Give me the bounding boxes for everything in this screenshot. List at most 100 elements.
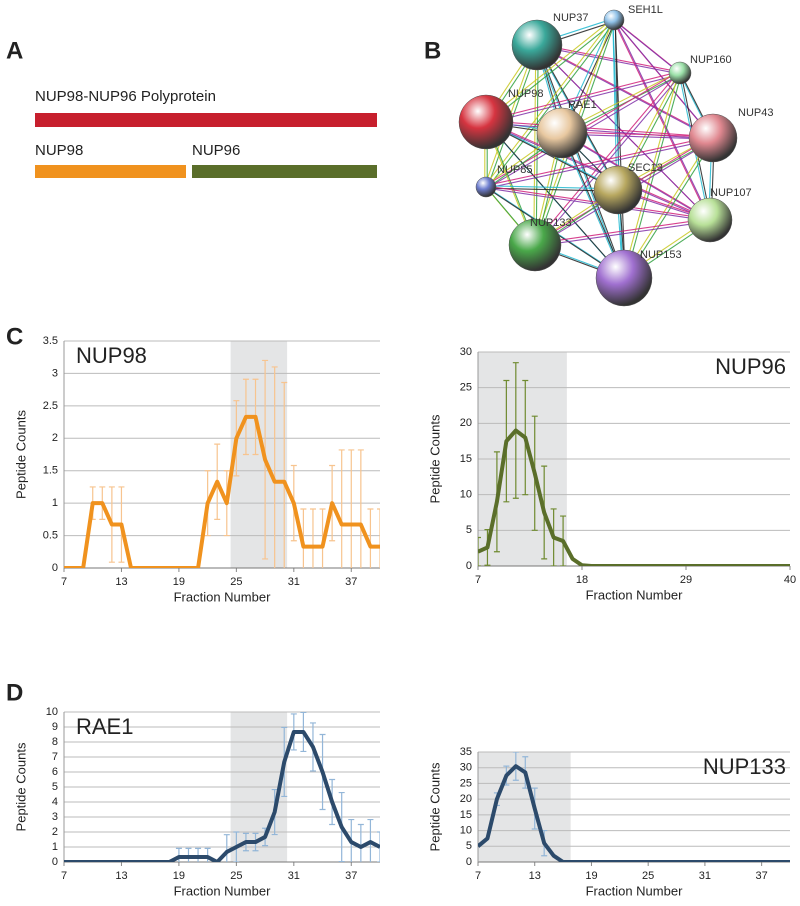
plot-area (64, 712, 380, 862)
y-tick-label: 15 (460, 809, 472, 821)
network-edge (614, 20, 682, 75)
x-tick-label: 18 (576, 574, 588, 586)
x-axis-label: Fraction Number (174, 883, 271, 898)
chart-title: NUP96 (715, 354, 786, 379)
y-tick-label: 5 (466, 840, 472, 852)
y-tick-label: 25 (460, 777, 472, 789)
y-tick-label: 6 (52, 766, 58, 778)
network-edge (624, 74, 682, 280)
y-tick-label: 3.5 (43, 335, 58, 347)
network-edge (484, 120, 710, 220)
y-axis-label: Peptide Counts (427, 414, 442, 503)
panel-label: C (6, 323, 23, 350)
data-line (478, 764, 790, 862)
network-edge (486, 20, 616, 189)
network-edge (535, 46, 539, 247)
x-tick-label: 31 (288, 576, 300, 588)
x-tick-label: 19 (173, 576, 185, 588)
node-label: NUP160 (690, 54, 732, 66)
y-tick-label: 2 (52, 432, 58, 444)
x-tick-label: 7 (61, 576, 67, 588)
network-edge (486, 122, 712, 222)
error-bar (377, 508, 380, 568)
x-axis-label: Fraction Number (586, 883, 683, 898)
network-edge (533, 71, 680, 245)
y-tick-label: 2.5 (43, 400, 58, 412)
x-tick-label: 37 (756, 870, 768, 882)
y-tick-label: 5 (466, 524, 472, 536)
node-label: NUP43 (738, 107, 773, 119)
x-tick-label: 7 (61, 870, 67, 882)
error-bar (478, 536, 481, 566)
shaded-region (478, 752, 571, 862)
x-tick-label: 37 (345, 576, 357, 588)
network-edge (484, 120, 712, 138)
network-edge (537, 45, 715, 140)
x-tick-label: 25 (642, 870, 654, 882)
y-tick-label: 3 (52, 367, 58, 379)
network-edge (535, 43, 713, 138)
panel-label: A (6, 37, 23, 64)
network-node (668, 61, 692, 85)
y-tick-label: 20 (460, 417, 472, 429)
y-tick-label: 5 (52, 781, 58, 793)
plot-area (478, 362, 790, 566)
y-tick-label: 30 (460, 762, 472, 774)
network-edge (614, 21, 626, 280)
x-tick-label: 7 (475, 574, 481, 586)
network-node (687, 197, 733, 243)
y-tick-label: 2 (52, 826, 58, 838)
network-node (458, 94, 514, 150)
data-line (64, 729, 380, 862)
y-tick-label: 3 (52, 811, 58, 823)
y-tick-label: 1 (52, 841, 58, 853)
y-tick-label: 4 (52, 796, 58, 808)
x-axis-label: Fraction Number (586, 587, 683, 602)
y-axis-label: Peptide Counts (427, 762, 442, 851)
x-tick-label: 13 (115, 870, 127, 882)
x-tick-label: 19 (585, 870, 597, 882)
x-tick-label: 13 (115, 576, 127, 588)
network-edge (535, 43, 624, 277)
y-tick-label: 0 (52, 562, 58, 574)
network-edge (487, 73, 682, 124)
y-tick-label: 0 (466, 856, 472, 868)
network-edge (484, 18, 614, 187)
y-tick-label: 0.5 (43, 529, 58, 541)
protein-label: NUP98-NUP96 Polyprotein (35, 88, 216, 105)
network-node (475, 176, 497, 198)
network-edge (612, 18, 710, 220)
node-label: SEH1L (628, 4, 663, 16)
x-tick-label: 19 (173, 870, 185, 882)
node-label: NUP107 (710, 187, 752, 199)
network-node (593, 165, 643, 215)
x-tick-label: 25 (230, 576, 242, 588)
y-tick-label: 0 (52, 856, 58, 868)
shaded-region (230, 341, 288, 568)
y-tick-label: 1.5 (43, 465, 58, 477)
network-node (508, 218, 562, 272)
node-label: NUP133 (530, 217, 572, 229)
network-node (688, 113, 738, 163)
panel-label: D (6, 679, 23, 706)
x-tick-label: 31 (288, 870, 300, 882)
y-axis-label: Peptide Counts (13, 410, 28, 499)
x-tick-label: 31 (699, 870, 711, 882)
network-edge (536, 220, 712, 247)
chart-title: NUP98 (76, 343, 147, 368)
y-tick-label: 35 (460, 746, 472, 758)
network-node (595, 249, 653, 307)
y-tick-label: 1 (52, 497, 58, 509)
network-edge (533, 218, 709, 245)
y-axis-label: Peptide Counts (13, 742, 28, 831)
plot-area (478, 752, 790, 862)
x-tick-label: 7 (475, 870, 481, 882)
node-label: NUP85 (497, 164, 532, 176)
x-axis-label: Fraction Number (174, 589, 271, 604)
network-edge (487, 122, 715, 140)
data-line (64, 414, 380, 568)
network-node (603, 9, 625, 31)
y-tick-label: 8 (52, 736, 58, 748)
network-edge (614, 20, 712, 222)
